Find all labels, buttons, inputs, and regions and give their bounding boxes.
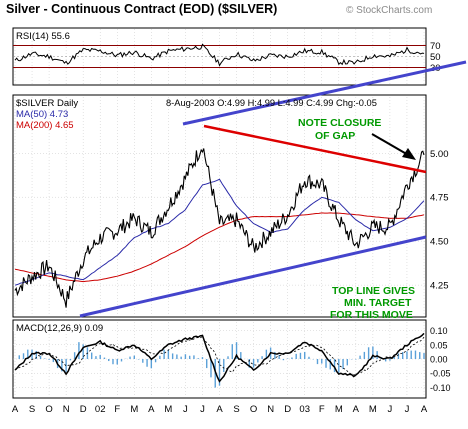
annotation-top-line-1: TOP LINE GIVES (332, 285, 415, 297)
rsi-tick-label: 50 (430, 52, 441, 63)
ma200-label: MA(200) 4.65 (16, 120, 74, 131)
x-tick-label: A (12, 404, 19, 415)
channel-upper-line (182, 60, 467, 126)
macd-tick-label: -0.05 (430, 369, 451, 379)
x-tick-label: J (183, 404, 188, 415)
x-tick-label: O (45, 404, 52, 415)
x-tick-label: 03 (299, 404, 310, 415)
x-axis-labels: A S O N D 02 F M A M J J A S O N D 03 F M A M J J A (12, 404, 428, 415)
macd-tick-label: 0.05 (430, 340, 448, 350)
x-tick-label: S (29, 404, 35, 415)
annotation-arrow-line (371, 133, 411, 157)
x-tick-label: A (421, 404, 428, 415)
x-tick-label: 02 (95, 404, 106, 415)
annotation-note-gap-2: OF GAP (315, 130, 355, 142)
x-tick-label: S (233, 404, 239, 415)
x-tick-label: D (284, 404, 291, 415)
x-tick-label: M (130, 404, 138, 415)
rsi-line (14, 43, 425, 67)
ma50-line (14, 178, 425, 286)
x-tick-label: M (369, 404, 377, 415)
price-bars (14, 148, 425, 308)
annotation-arrow-head (402, 148, 416, 160)
x-tick-label: D (80, 404, 87, 415)
price-tick-label: 5.00 (430, 149, 449, 160)
x-tick-label: J (200, 404, 205, 415)
x-tick-label: N (267, 404, 274, 415)
x-tick-label: M (164, 404, 172, 415)
x-tick-label: J (388, 404, 393, 415)
x-tick-label: J (405, 404, 410, 415)
ma50-label: MA(50) 4.73 (16, 109, 68, 120)
x-tick-label: A (216, 404, 223, 415)
macd-tick-label: 0.00 (430, 355, 448, 365)
price-grid (13, 97, 426, 315)
macd-tick-label: 0.10 (430, 326, 448, 336)
annotation-note-gap-1: NOTE CLOSURE (298, 117, 381, 129)
price-quote: 8-Aug-2003 O:4.99 H:4.99 L:4.99 C:4.99 C… (166, 98, 377, 108)
x-tick-label: A (353, 404, 360, 415)
price-tick-label: 4.25 (430, 281, 449, 292)
x-tick-label: N (63, 404, 70, 415)
x-tick-label: O (250, 404, 257, 415)
annotation-top-line-2: MIN. TARGET (344, 297, 412, 309)
price-tick-label: 4.50 (430, 237, 449, 248)
annotation-top-line-3: FOR THIS MOVE (330, 309, 413, 321)
macd-tick-labels: 0.10 0.05 0.00 -0.05 -0.10 (430, 326, 451, 393)
x-tick-label: F (319, 404, 325, 415)
price-tick-label: 4.75 (430, 193, 449, 204)
rsi-label: RSI(14) 55.6 (16, 31, 70, 42)
watermark: © StockCharts.com (346, 5, 432, 16)
resistance-line (203, 124, 427, 174)
x-tick-label: A (148, 404, 155, 415)
rsi-label-bg (14, 29, 90, 41)
price-tick-labels: 5.00 4.75 4.50 4.25 (430, 149, 449, 292)
macd-tick-label: -0.10 (430, 383, 451, 393)
macd-line (14, 332, 425, 383)
macd-label-bg (14, 321, 110, 333)
price-label: $SILVER Daily (16, 98, 78, 109)
chart-title: Silver - Continuous Contract (EOD) ($SIL… (6, 2, 277, 16)
rsi-tick-label: 70 (430, 41, 441, 52)
macd-label: MACD(12,26,9) 0.09 (16, 323, 103, 334)
x-tick-label: F (114, 404, 120, 415)
macd-histogram (18, 342, 425, 388)
ma200-line (14, 212, 425, 283)
rsi-level-lines (13, 45, 426, 68)
x-tick-label: M (335, 404, 343, 415)
channel-lower-line (79, 235, 427, 318)
